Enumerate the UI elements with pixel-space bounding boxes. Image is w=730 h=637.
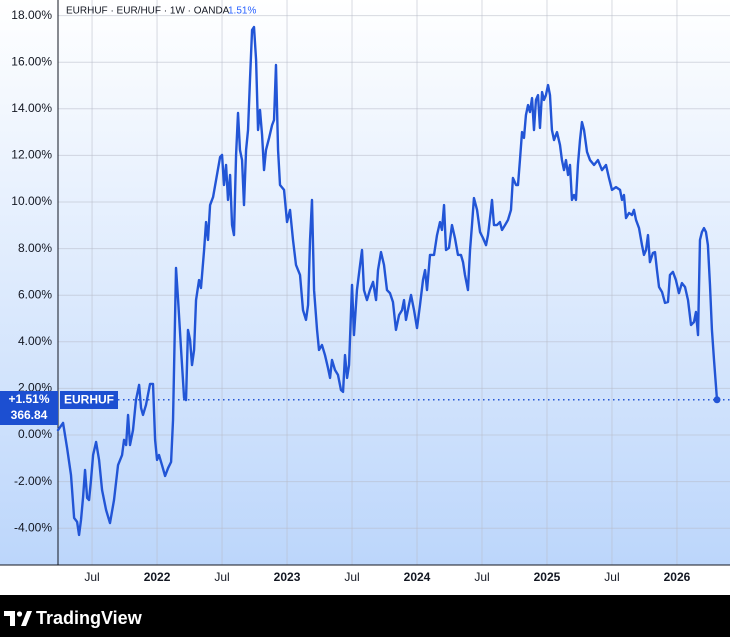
x-tick-label: 2025 xyxy=(534,570,561,584)
y-tick-label: 10.00% xyxy=(11,194,52,208)
x-tick-label: Jul xyxy=(474,570,489,584)
plot xyxy=(56,25,730,537)
y-tick-label: 4.00% xyxy=(18,334,52,348)
x-tick-label: Jul xyxy=(344,570,359,584)
brand-name: TradingView xyxy=(36,608,143,628)
x-tick-label: 2026 xyxy=(664,570,691,584)
y-tick-label: -4.00% xyxy=(14,520,52,534)
x-tick-label: 2023 xyxy=(274,570,301,584)
symbol-tag-box xyxy=(60,391,118,409)
price-tag: +1.51% 366.84 EURHUF xyxy=(0,391,118,425)
y-tick-label: 8.00% xyxy=(18,241,52,255)
x-tick-label: 2022 xyxy=(144,570,171,584)
grid xyxy=(58,0,730,565)
symbol-tag: EURHUF xyxy=(64,393,114,407)
header-change: 1.51% xyxy=(228,6,256,17)
price-tag-change: +1.51% xyxy=(8,392,49,406)
y-tick-label: -2.00% xyxy=(14,474,52,488)
brand-logo xyxy=(4,611,32,626)
x-tick-label: Jul xyxy=(604,570,619,584)
price-tag-price: 366.84 xyxy=(11,408,48,422)
y-tick-label: 16.00% xyxy=(11,54,52,68)
y-tick-label: 18.00% xyxy=(11,8,52,22)
y-tick-label: 0.00% xyxy=(18,427,52,441)
x-tick-label: Jul xyxy=(214,570,229,584)
price-tag-box xyxy=(0,391,58,425)
logo-bar xyxy=(4,611,15,626)
x-axis-strip xyxy=(0,565,730,595)
plot-background xyxy=(0,0,730,565)
logo-dot xyxy=(16,611,23,617)
x-tick-label: Jul xyxy=(84,570,99,584)
y-tick-label: 14.00% xyxy=(11,101,52,115)
last-value-dot xyxy=(713,396,721,404)
y-tick-label: 12.00% xyxy=(11,148,52,162)
footer xyxy=(0,595,730,637)
logo-slash xyxy=(21,611,32,626)
axes: -4.00%-2.00%0.00%2.00%4.00%6.00%8.00%10.… xyxy=(11,8,690,584)
y-tick-label: 6.00% xyxy=(18,287,52,301)
price-line xyxy=(56,25,719,537)
header-info: EURHUF · EUR/HUF · 1W · OANDA xyxy=(66,6,230,17)
x-tick-label: 2024 xyxy=(404,570,431,584)
